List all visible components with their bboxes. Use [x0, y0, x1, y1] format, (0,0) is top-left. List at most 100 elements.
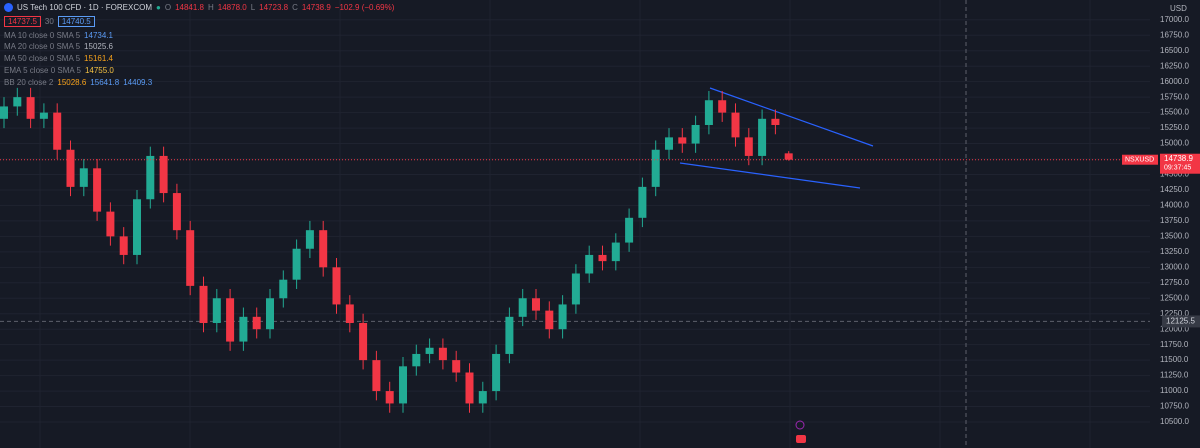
y-tick-label: 13250.0 — [1160, 247, 1189, 256]
candle-body — [465, 372, 474, 404]
last-price-box — [1160, 153, 1200, 174]
indicator-value: 14755.0 — [84, 65, 114, 75]
y-tick-label: 13000.0 — [1160, 262, 1189, 271]
candle-body — [172, 193, 181, 231]
h-value: 14878.0 — [217, 3, 247, 12]
candle-body — [731, 112, 740, 138]
countdown: 09:37:45 — [1164, 165, 1191, 172]
candle-body — [212, 298, 221, 324]
candle-body — [532, 298, 540, 311]
spread: 30 — [44, 16, 54, 26]
trend-line-upper — [709, 87, 874, 147]
candle-body — [359, 323, 368, 361]
indicator-label: MA 10 close 0 SMA 5 — [4, 30, 81, 40]
indicator-value: 15161.4 — [84, 54, 113, 64]
candle-body — [478, 391, 487, 404]
quote: 14737.5 30 14740.5 — [4, 16, 394, 28]
candle-body — [252, 316, 261, 330]
candle-body — [518, 298, 527, 317]
candle-body — [332, 267, 341, 305]
event-flag[interactable] — [796, 435, 806, 443]
candle-body — [399, 366, 407, 404]
crosshair-label-box — [1162, 315, 1200, 328]
c-value: 14738.9 — [301, 3, 331, 12]
currency: USD — [1170, 4, 1187, 13]
candle-body — [638, 186, 647, 218]
candle-body — [425, 347, 434, 354]
y-tick-label: 11250.0 — [1160, 371, 1189, 380]
symbol-icon — [4, 3, 13, 13]
candle-body — [611, 242, 620, 262]
y-tick-label: 10750.0 — [1160, 402, 1189, 411]
indicator-value: 14734.1 — [84, 30, 113, 40]
candle-body — [266, 298, 274, 330]
candle-body — [13, 97, 22, 107]
candle-body — [79, 168, 88, 187]
y-tick-label: 16750.0 — [1160, 30, 1189, 39]
candle-body — [53, 112, 62, 150]
candle-body — [571, 273, 580, 305]
y-tick-label: 13750.0 — [1160, 216, 1189, 225]
event-icon[interactable] — [795, 420, 805, 430]
y-tick-label: 15250.0 — [1160, 123, 1189, 132]
candle-body — [784, 153, 793, 160]
ask[interactable]: 14740.5 — [57, 16, 95, 28]
candle-body — [585, 254, 594, 274]
candle-body — [412, 353, 421, 367]
candle-body — [239, 316, 248, 342]
candle-body — [186, 230, 195, 286]
y-tick-label: 12750.0 — [1160, 278, 1189, 287]
candle-body — [385, 391, 394, 404]
header: US Tech 100 CFD · 1D · FOREXCOM ● O 14841… — [4, 2, 394, 14]
y-tick-label: 12250.0 — [1160, 309, 1189, 318]
candle-body — [545, 310, 554, 330]
h-label: H — [208, 3, 214, 12]
candle-body — [119, 236, 128, 255]
indicator-row: EMA 5 close 0 SMA 5 14755.0 — [4, 65, 394, 77]
symbol-title[interactable]: US Tech 100 CFD · 1D · FOREXCOM — [17, 3, 152, 12]
candle-body — [625, 217, 634, 243]
candle-body — [744, 137, 753, 156]
y-tick-label: 16000.0 — [1160, 77, 1189, 86]
candle-body — [39, 112, 48, 119]
candle-body — [93, 168, 102, 212]
indicator-label: EMA 5 close 0 SMA 5 — [4, 65, 81, 75]
candle-body — [665, 137, 673, 150]
y-tick-label: 11500.0 — [1160, 355, 1189, 364]
candle-body — [133, 199, 141, 255]
candle-body — [718, 100, 727, 113]
candle-body — [758, 118, 767, 156]
candle-body — [651, 149, 660, 187]
indicator-value: 15641.8 — [90, 77, 120, 87]
o-value: 14841.8 — [175, 3, 204, 12]
y-tick-label: 15000.0 — [1160, 139, 1189, 148]
candle-body — [505, 316, 514, 354]
l-label: L — [250, 3, 256, 12]
indicator-label: BB 20 close 2 — [4, 77, 54, 87]
symbol-tag: NSXUSD — [1125, 157, 1154, 164]
candle-body — [372, 360, 381, 392]
y-tick-label: 17000.0 — [1160, 15, 1189, 24]
indicator-row: MA 10 close 0 SMA 5 14734.1 — [4, 30, 394, 42]
y-tick-label: 11750.0 — [1160, 340, 1189, 349]
candle-body — [319, 230, 328, 268]
y-tick-label: 14500.0 — [1160, 170, 1189, 179]
candle-body — [199, 285, 208, 324]
indicator-list: MA 10 close 0 SMA 5 14734.1 MA 20 close 0 … — [4, 30, 394, 89]
bid[interactable]: 14737.5 — [4, 16, 41, 28]
candle-body — [0, 106, 8, 119]
trend-line-lower — [679, 162, 861, 189]
candle-body — [106, 211, 115, 237]
candle-body — [292, 248, 301, 280]
indicator-value: 15025.6 — [84, 42, 113, 52]
candle-body — [558, 304, 567, 330]
y-tick-label: 15750.0 — [1160, 92, 1189, 101]
y-tick-label: 10500.0 — [1160, 417, 1189, 426]
candle-body — [452, 360, 461, 373]
indicator-label: MA 50 close 0 SMA 5 — [4, 54, 81, 64]
candle-body — [492, 353, 501, 392]
indicator-label: MA 20 close 0 SMA 5 — [4, 42, 81, 52]
candle-body — [66, 149, 75, 187]
